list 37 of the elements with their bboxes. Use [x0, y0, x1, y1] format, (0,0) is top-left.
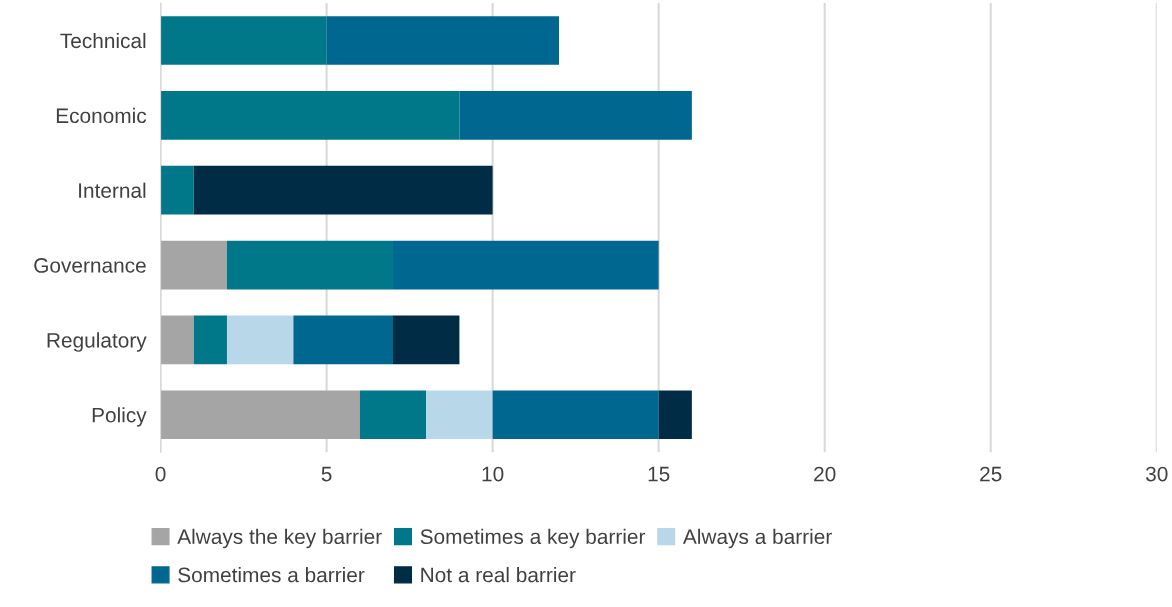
- bar: [226, 315, 294, 365]
- y-tick-label: Internal: [79, 182, 146, 198]
- x-tick-label: 20: [814, 466, 836, 482]
- x-tick-label: 0: [155, 466, 166, 482]
- bar: [193, 165, 493, 215]
- bar: [160, 16, 327, 65]
- x-tick-label: 5: [321, 466, 332, 482]
- x-tick-label: 25: [980, 466, 1002, 482]
- legend-label: Sometimes a key barrier: [420, 528, 646, 549]
- bar: [459, 91, 692, 140]
- bar: [658, 390, 692, 440]
- bar: [492, 390, 659, 440]
- bar: [326, 16, 560, 65]
- bar: [193, 315, 227, 365]
- bar: [393, 315, 460, 365]
- legend-label: Always the key barrier: [177, 528, 382, 549]
- bar: [160, 390, 360, 440]
- bar: [359, 390, 427, 440]
- y-tick-label: Governance: [34, 258, 146, 273]
- y-tick-label: Technical: [60, 32, 146, 49]
- bar: [160, 315, 194, 365]
- x-tick-label: 15: [648, 466, 670, 482]
- bar: [160, 165, 194, 215]
- bar: [160, 91, 460, 140]
- y-tick-label: Economic: [56, 107, 147, 124]
- bar: [293, 315, 394, 365]
- bar: [393, 240, 659, 290]
- legend-label: Not a real barrier: [421, 567, 576, 583]
- bar: [426, 390, 493, 440]
- legend-label: Always a barrier: [682, 528, 832, 549]
- x-tick-label: 10: [482, 466, 504, 482]
- legend-label: Sometimes a barrier: [178, 567, 365, 583]
- bar: [160, 240, 227, 290]
- y-tick-label: Policy: [92, 407, 147, 427]
- bar: [226, 240, 394, 290]
- x-tick-label: 30: [1145, 466, 1168, 482]
- y-tick-label: Regulatory: [47, 332, 147, 352]
